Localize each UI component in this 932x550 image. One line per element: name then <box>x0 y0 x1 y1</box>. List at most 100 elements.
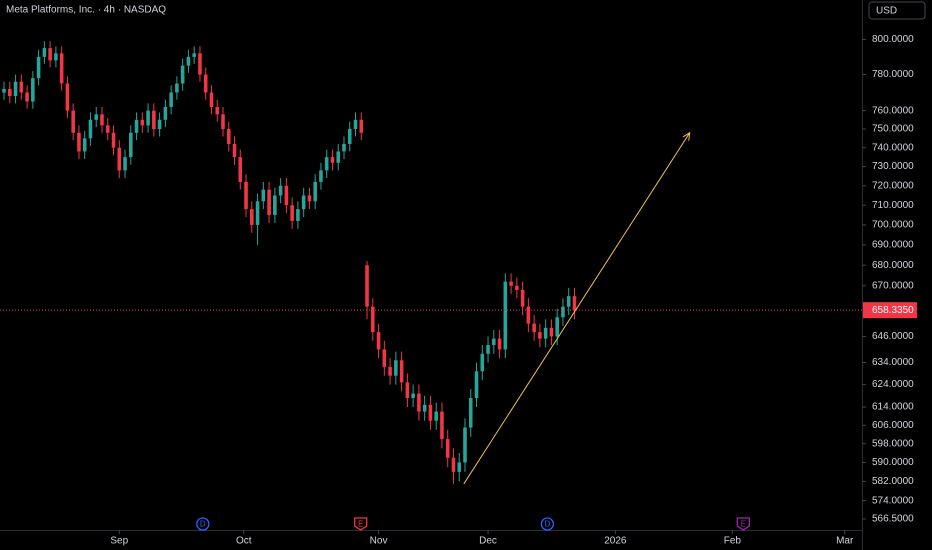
candle-body <box>290 205 294 221</box>
y-tick-label: 614.0000 <box>872 402 914 413</box>
event-label: E <box>358 520 363 529</box>
candle-body <box>226 129 231 144</box>
currency-label[interactable]: USD <box>876 6 897 17</box>
event-marker[interactable] <box>540 517 555 531</box>
x-tick-label: Feb <box>724 536 742 547</box>
event-label: D <box>200 520 206 529</box>
trend-line <box>463 132 691 485</box>
candle-body <box>417 393 421 412</box>
x-tick-label: Oct <box>236 536 252 547</box>
candle-body <box>94 114 99 120</box>
y-tick-label: 760.0000 <box>872 105 914 116</box>
candle-body <box>134 119 139 133</box>
candle-body <box>209 92 214 107</box>
y-tick-label: 740.0000 <box>872 142 914 153</box>
candle-body <box>572 296 577 311</box>
candle-body <box>371 306 375 333</box>
y-tick-label: 680.0000 <box>872 260 914 271</box>
candle-body <box>250 209 254 225</box>
trend-arrow <box>682 131 691 141</box>
candle-body <box>451 457 456 472</box>
candle-body <box>82 138 87 152</box>
candle-body <box>555 317 559 337</box>
candle-body <box>313 181 317 202</box>
chart-title: Meta Platforms, Inc. · 4h · NASDAQ <box>6 5 166 16</box>
candle-body <box>244 181 248 210</box>
candle-body <box>129 132 133 158</box>
candle-body <box>307 195 312 202</box>
candle-body <box>71 110 75 133</box>
candle-body <box>319 170 323 182</box>
candle-body <box>457 462 462 472</box>
x-tick-label: Nov <box>370 536 388 547</box>
candle-body <box>59 53 64 84</box>
candle-body <box>2 88 6 93</box>
candle-body <box>117 147 122 171</box>
x-tick-label: Sep <box>110 536 128 547</box>
x-tick-label: Mar <box>836 536 854 547</box>
candle-body <box>163 106 168 120</box>
candle-body <box>146 110 150 126</box>
candle-body <box>324 157 329 171</box>
candle-body <box>186 56 191 66</box>
candle-body <box>440 411 444 440</box>
candle-body <box>347 129 352 144</box>
event-marker[interactable] <box>736 517 750 531</box>
candle-body <box>31 78 35 102</box>
candle-body <box>411 393 415 399</box>
candle-body <box>515 285 519 290</box>
y-tick-label: 720.0000 <box>872 180 914 191</box>
candle-body <box>42 48 47 57</box>
candle-body <box>180 65 185 84</box>
candle-body <box>175 83 179 93</box>
candle-body <box>526 306 531 324</box>
candle-body <box>376 332 381 350</box>
candle-body <box>105 125 110 133</box>
x-tick-label: 2026 <box>604 536 627 547</box>
candle-body <box>509 281 513 286</box>
y-tick-label: 566.5000 <box>872 514 914 525</box>
y-tick-label: 646.0000 <box>872 331 914 342</box>
candle-body <box>232 143 237 158</box>
y-tick-label: 690.0000 <box>872 240 914 251</box>
y-tick-label: 710.0000 <box>872 200 914 211</box>
candle-body <box>353 119 358 130</box>
candle-body <box>480 353 485 372</box>
candle-body <box>445 439 450 458</box>
event-marker[interactable] <box>354 517 368 531</box>
candle-body <box>88 119 93 139</box>
candle-body <box>123 157 127 171</box>
candle-body <box>296 209 300 221</box>
candle-body <box>273 195 277 216</box>
candle-body <box>261 189 266 202</box>
candle-body <box>428 404 433 421</box>
y-tick-label: 624.0000 <box>872 379 914 390</box>
candle-body <box>468 398 473 428</box>
candle-body <box>463 427 467 463</box>
currency-button[interactable] <box>868 1 926 20</box>
candle-body <box>543 327 548 339</box>
candle-body <box>169 92 173 107</box>
candle-body <box>330 157 335 163</box>
y-tick-label: 606.0000 <box>872 420 914 431</box>
candle-body <box>394 360 398 376</box>
y-tick-label: 730.0000 <box>872 161 914 172</box>
candle-body <box>538 332 542 339</box>
candle-body <box>342 143 346 152</box>
candle-body <box>284 185 289 206</box>
y-tick-label: 700.0000 <box>872 220 914 231</box>
candle-body <box>192 53 196 57</box>
candle-body <box>474 371 479 399</box>
event-label: D <box>545 520 551 529</box>
candle-body <box>566 296 571 307</box>
candle-body <box>301 195 306 210</box>
candle-body <box>388 366 392 376</box>
event-marker[interactable] <box>196 517 210 531</box>
y-tick-label: 574.0000 <box>872 495 914 506</box>
candle-body <box>36 56 41 79</box>
y-tick-label: 670.0000 <box>872 280 914 291</box>
candle-body <box>198 53 202 75</box>
